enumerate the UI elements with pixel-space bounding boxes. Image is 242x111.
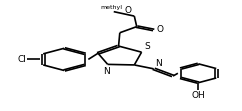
Text: N: N (155, 59, 162, 68)
Text: O: O (157, 25, 164, 35)
Text: Cl: Cl (17, 55, 26, 64)
Text: methyl: methyl (100, 5, 122, 10)
Text: S: S (144, 42, 150, 51)
Text: OH: OH (192, 91, 205, 100)
Text: N: N (103, 67, 110, 76)
Text: O: O (125, 6, 132, 15)
